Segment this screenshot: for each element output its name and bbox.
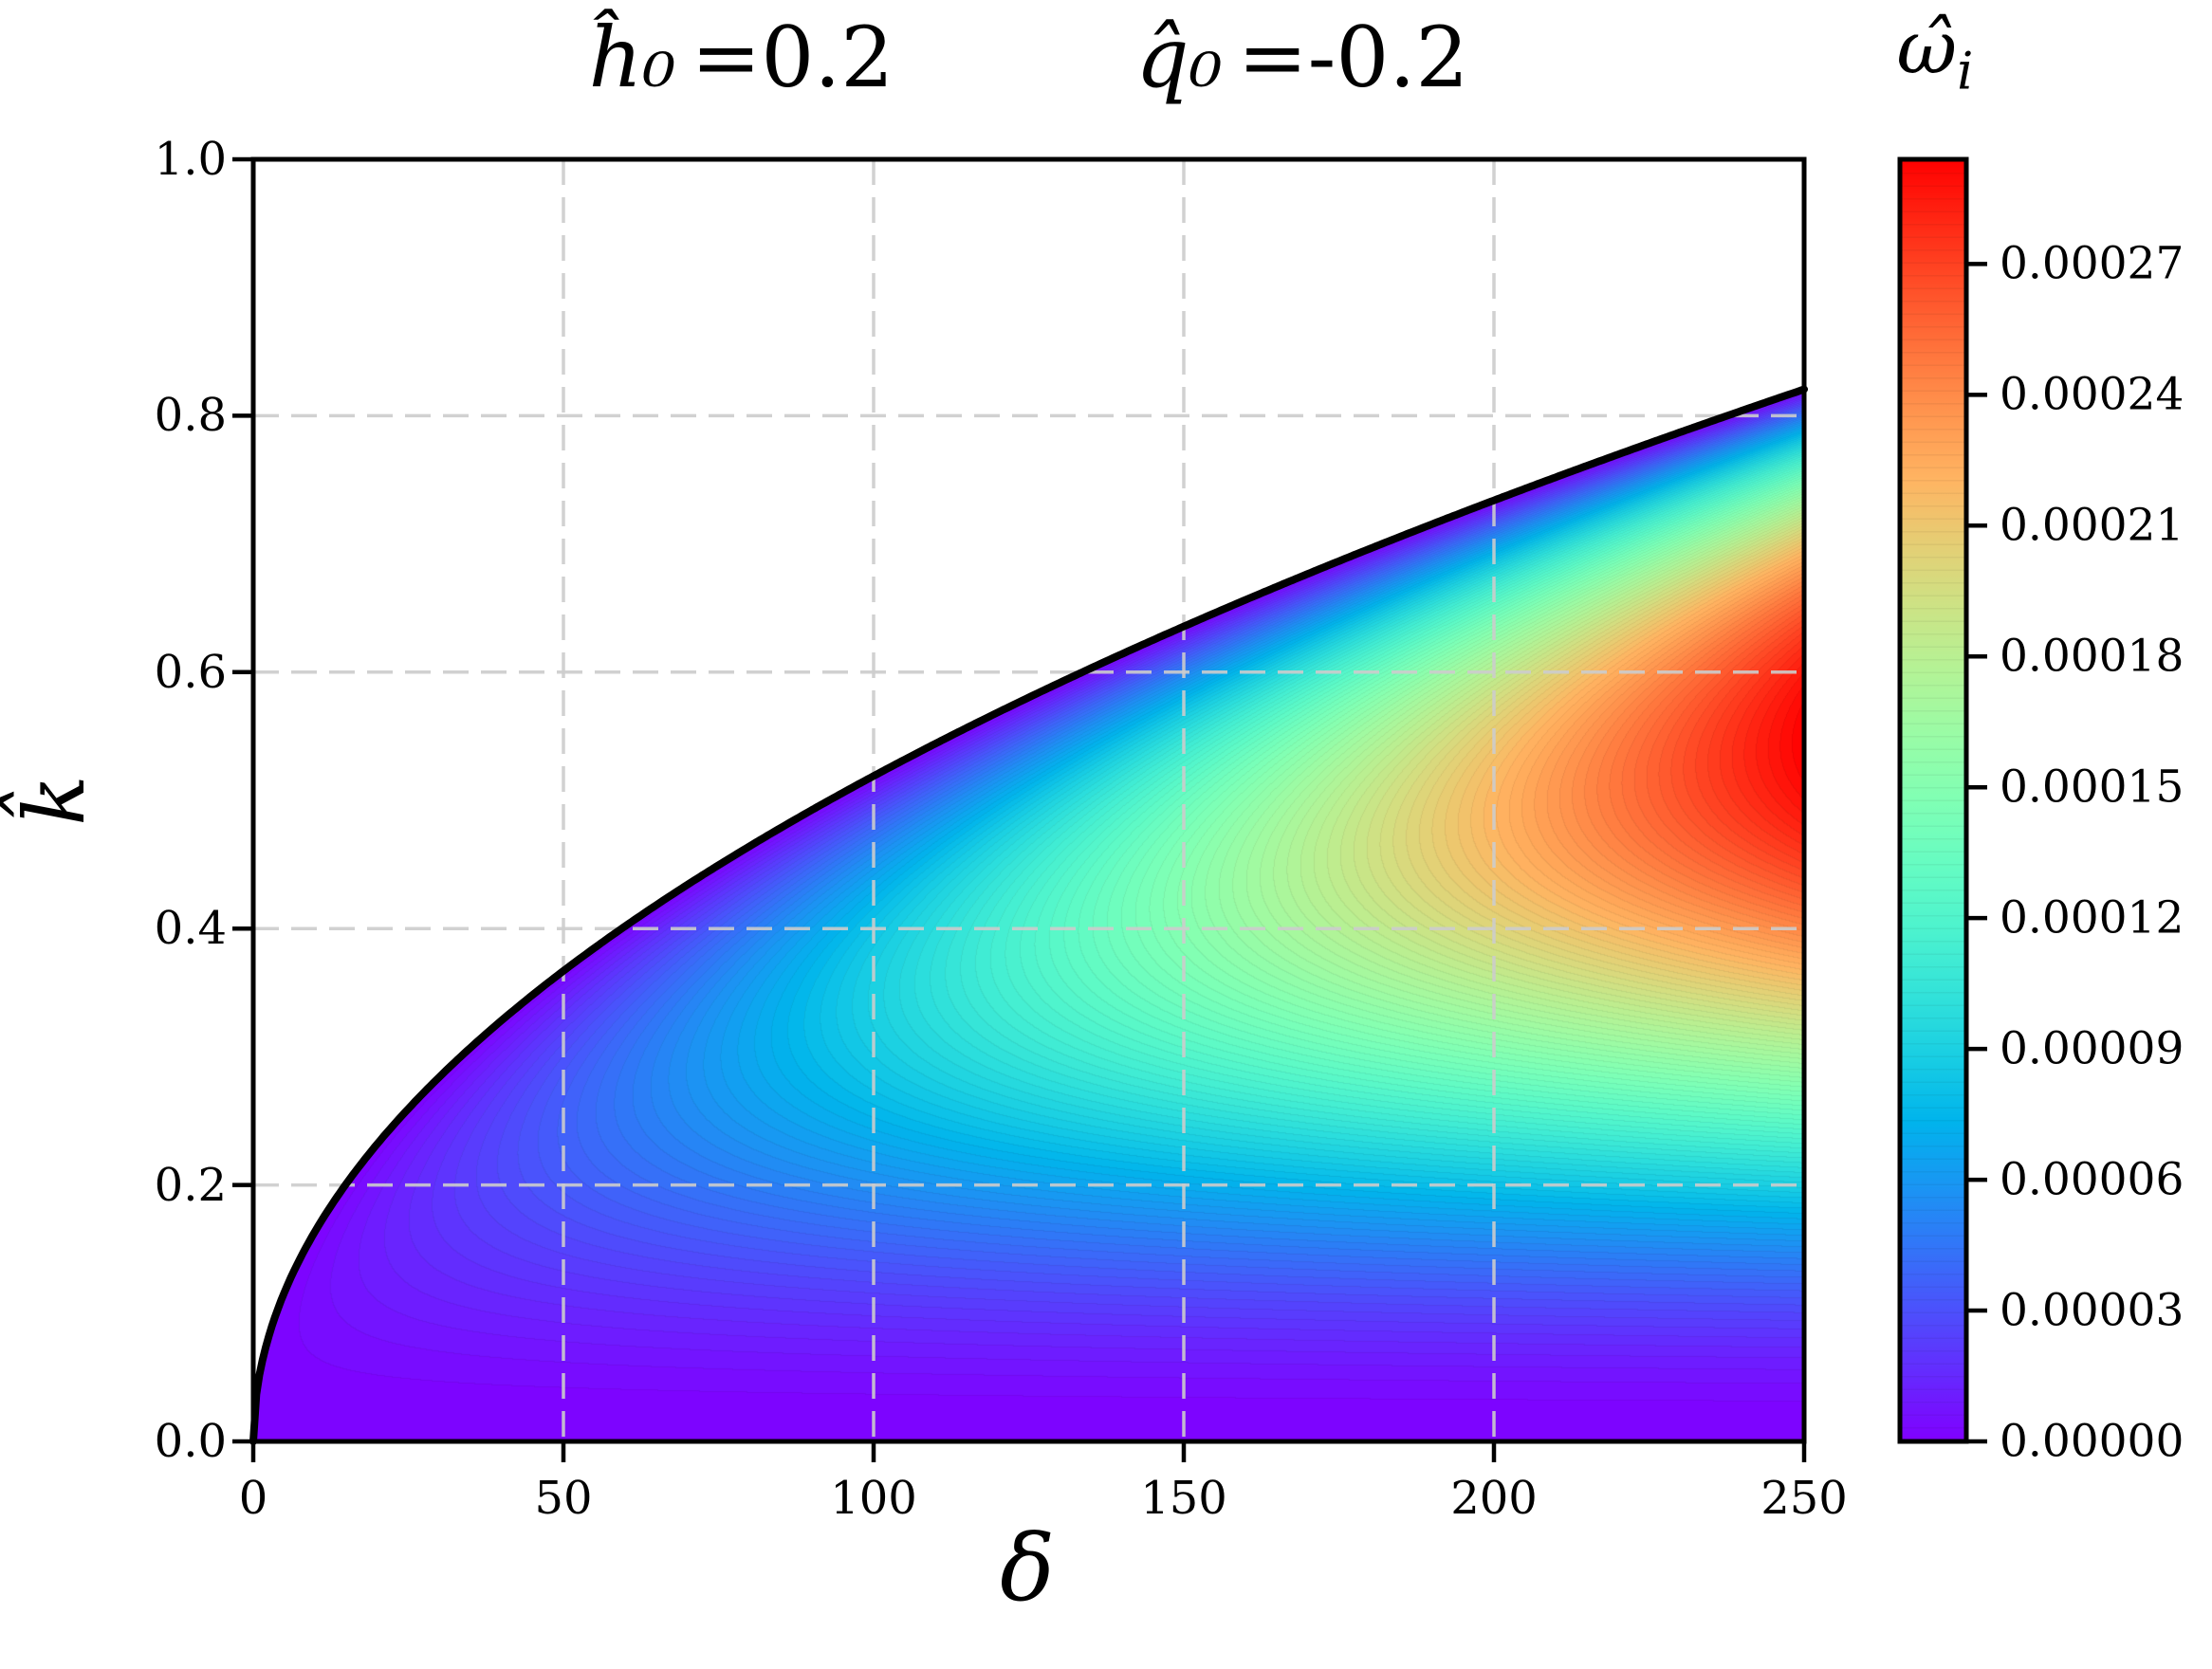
colorbar-label-subscript: i [1957, 41, 1974, 101]
y-tick-label: 0.6 [154, 645, 227, 699]
x-tick-label: 0 [238, 1472, 268, 1525]
colorbar-tick-label: 0.00009 [2000, 1022, 2184, 1075]
title-q0-value: =-0.2 [1237, 9, 1469, 106]
y-tick-label: 0.0 [154, 1415, 227, 1468]
title-q0-equation: q̂₀ =-0.2 [1135, 9, 1468, 105]
colorbar-level-bands [1900, 159, 1966, 1441]
title-q0-symbol: q̂₀ [1135, 9, 1223, 106]
colorbar-tick-label: 0.00012 [2000, 891, 2184, 945]
y-tick-label: 0.4 [154, 902, 227, 956]
colorbar-label-symbol: ω̂ [1896, 6, 1958, 91]
x-tick-label: 250 [1760, 1472, 1848, 1525]
contour-field-canvas [253, 159, 1804, 1441]
colorbar-tick-label: 0.00003 [2000, 1284, 2184, 1337]
colorbar-tick-label: 0.00015 [2000, 761, 2184, 814]
title-h0-equation: ĥ₀ =0.2 [589, 9, 894, 105]
title-h0-symbol: ĥ₀ [588, 9, 676, 106]
colorbar-tick-label: 0.00027 [2000, 237, 2184, 290]
colorbar-gradient [1900, 159, 1966, 1441]
colorbar-tick-label: 0.00006 [2000, 1153, 2184, 1206]
colorbar-tick-label: 0.00021 [2000, 499, 2184, 552]
x-axis-label: δ [1000, 1515, 1055, 1622]
y-axis-label: k̂ [6, 775, 103, 826]
plot-title: ĥ₀ =0.2 q̂₀ =-0.2 [253, 9, 1804, 105]
y-tick-label: 0.8 [154, 389, 227, 443]
colorbar-tick-label: 0.00024 [2000, 368, 2184, 421]
colorbar-label: ω̂i [1897, 11, 1974, 98]
x-tick-label: 200 [1450, 1472, 1538, 1525]
y-tick-label: 1.0 [154, 133, 227, 186]
y-tick-label: 0.2 [154, 1158, 227, 1212]
x-tick-label: 100 [830, 1472, 917, 1525]
colorbar-tick-label: 0.00018 [2000, 630, 2184, 683]
x-tick-label: 150 [1140, 1472, 1227, 1525]
colorbar-tick-label: 0.00000 [2000, 1415, 2184, 1468]
x-tick-label: 50 [534, 1472, 593, 1525]
title-h0-value: =0.2 [691, 9, 894, 106]
